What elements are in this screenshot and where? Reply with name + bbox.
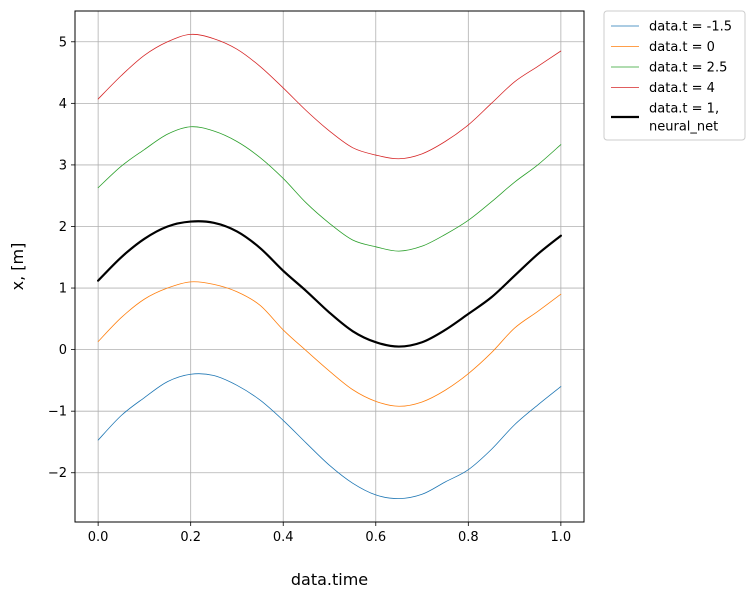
y-axis-label: x, [m] <box>8 243 27 291</box>
series-lines <box>97 33 562 500</box>
y-tick-label: 3 <box>59 158 67 173</box>
legend-box <box>603 10 746 141</box>
series-line-1 <box>97 281 562 407</box>
legend-label: neural_net <box>649 120 718 135</box>
series-line-2 <box>97 126 562 252</box>
plot-frame <box>74 10 585 523</box>
y-tick-label: 4 <box>59 97 67 112</box>
axis-ticks: 0.0 0.2 0.4 0.6 0.8 1.0 −2 −1 0 1 2 3 4 5 <box>48 35 571 545</box>
x-tick-label: 0.0 <box>88 530 109 545</box>
x-tick-label: 0.8 <box>458 530 479 545</box>
grid-lines <box>75 11 584 522</box>
x-tick-label: 0.2 <box>180 530 201 545</box>
series-line-4 <box>97 220 562 348</box>
legend: data.t = -1.5 data.t = 0 data.t = 2.5 data.… <box>603 10 746 141</box>
series-line-3 <box>97 33 562 160</box>
y-tick-label: 5 <box>59 35 67 50</box>
y-tick-label: 2 <box>59 220 67 235</box>
series-line-0 <box>97 373 562 500</box>
x-tick-label: 0.6 <box>365 530 386 545</box>
legend-label: data.t = 0 <box>649 40 715 55</box>
x-tick-label: 0.4 <box>273 530 294 545</box>
y-tick-label: 0 <box>59 343 67 358</box>
y-tick-label: −1 <box>48 405 67 420</box>
legend-label: data.t = 1, <box>649 102 719 117</box>
x-tick-label: 1.0 <box>551 530 572 545</box>
legend-label: data.t = 2.5 <box>649 61 727 76</box>
x-axis-label: data.time <box>291 570 368 589</box>
legend-label: data.t = -1.5 <box>649 20 732 35</box>
legend-label: data.t = 4 <box>649 81 715 96</box>
y-tick-label: 1 <box>59 282 67 297</box>
y-tick-label: −2 <box>48 466 67 481</box>
